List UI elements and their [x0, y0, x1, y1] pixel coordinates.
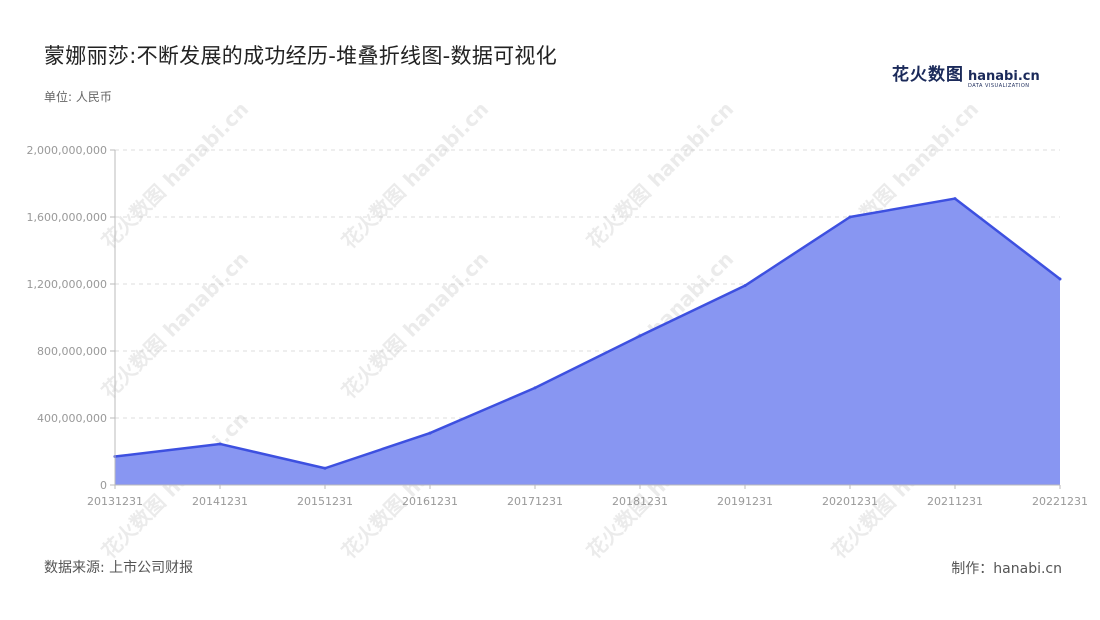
data-source: 数据来源: 上市公司财报 — [44, 560, 194, 576]
y-tick-label: 1,600,000,000 — [27, 211, 107, 224]
logo-cn-text: 花火数图 — [892, 65, 964, 85]
y-tick-label: 2,000,000,000 — [27, 144, 107, 157]
x-tick-label: 20221231 — [1032, 495, 1088, 508]
x-tick-label: 20211231 — [927, 495, 983, 508]
series-layer — [113, 197, 1062, 485]
y-tick-label: 800,000,000 — [37, 345, 107, 358]
logo-en-text: hanabi.cn — [968, 69, 1040, 84]
y-tick-label: 1,200,000,000 — [27, 278, 107, 291]
data-point — [953, 197, 957, 201]
x-tick-label: 20171231 — [507, 495, 563, 508]
logo-sub-text: DATA VISUALIZATION — [968, 83, 1030, 89]
watermark-text: 花火数图 hanabi.cn — [97, 97, 253, 253]
data-point — [323, 466, 327, 470]
x-tick-label: 20161231 — [402, 495, 458, 508]
watermark-text: 花火数图 hanabi.cn — [97, 247, 253, 403]
x-tick-label: 20141231 — [192, 495, 248, 508]
data-point — [743, 284, 747, 288]
x-tick-label: 20151231 — [297, 495, 353, 508]
chart-title: 蒙娜丽莎:不断发展的成功经历-堆叠折线图-数据可视化 — [44, 44, 558, 68]
watermark-text: 花火数图 hanabi.cn — [337, 97, 493, 253]
series-area — [115, 198, 1060, 485]
watermark-text: 花火数图 hanabi.cn — [582, 97, 738, 253]
data-point — [218, 442, 222, 446]
data-point — [428, 431, 432, 435]
x-tick-label: 20191231 — [717, 495, 773, 508]
x-tick-label: 20181231 — [612, 495, 668, 508]
data-point — [1058, 277, 1062, 281]
unit-label: 单位: 人民币 — [44, 90, 112, 104]
x-tick-label: 20131231 — [87, 495, 143, 508]
axes-layer: 0 400,000,000 800,000,000 1,200,000,000 1,60… — [27, 144, 1088, 508]
credit-label: 制作：hanabi.cn — [951, 561, 1062, 577]
series-line — [114, 197, 1061, 470]
x-tick-label: 20201231 — [822, 495, 878, 508]
data-point — [638, 334, 642, 338]
watermark-text: 花火数图 hanabi.cn — [337, 247, 493, 403]
y-tick-label: 0 — [100, 479, 107, 492]
data-point — [848, 215, 852, 219]
data-point — [533, 386, 537, 390]
brand-logo: 花火数图 hanabi.cn DATA VISUALIZATION — [892, 60, 1040, 90]
y-tick-label: 400,000,000 — [37, 412, 107, 425]
logo-en-block: hanabi.cn DATA VISUALIZATION — [968, 70, 1040, 90]
